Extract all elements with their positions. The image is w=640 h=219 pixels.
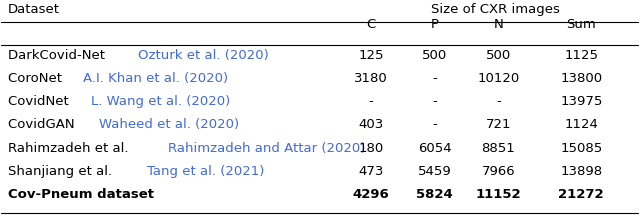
Text: 6054: 6054 <box>418 141 451 155</box>
Text: Rahimzadeh et al.: Rahimzadeh et al. <box>8 141 132 155</box>
Text: -: - <box>496 95 500 108</box>
Text: 403: 403 <box>358 118 383 131</box>
Text: 473: 473 <box>358 165 383 178</box>
Text: -: - <box>433 95 437 108</box>
Text: 5824: 5824 <box>417 188 453 201</box>
Text: L. Wang et al. (2020): L. Wang et al. (2020) <box>92 95 230 108</box>
Text: CovidNet: CovidNet <box>8 95 73 108</box>
Text: 15085: 15085 <box>560 141 602 155</box>
Text: -: - <box>433 72 437 85</box>
Text: Waheed et al. (2020): Waheed et al. (2020) <box>99 118 239 131</box>
Text: 11152: 11152 <box>476 188 521 201</box>
Text: 500: 500 <box>422 49 447 62</box>
Text: Sum: Sum <box>566 18 596 31</box>
Text: 8851: 8851 <box>481 141 515 155</box>
Text: -: - <box>369 95 373 108</box>
Text: 10120: 10120 <box>477 72 520 85</box>
Text: 13975: 13975 <box>560 95 602 108</box>
Text: P: P <box>431 18 438 31</box>
Text: 7966: 7966 <box>482 165 515 178</box>
Text: Rahimzadeh and Attar (2020): Rahimzadeh and Attar (2020) <box>168 141 365 155</box>
Text: Ozturk et al. (2020): Ozturk et al. (2020) <box>138 49 269 62</box>
Text: DarkCovid-Net: DarkCovid-Net <box>8 49 109 62</box>
Text: 125: 125 <box>358 49 384 62</box>
Text: Cov-Pneum dataset: Cov-Pneum dataset <box>8 188 154 201</box>
Text: Size of CXR images: Size of CXR images <box>431 3 559 16</box>
Text: 1124: 1124 <box>564 118 598 131</box>
Text: -: - <box>433 118 437 131</box>
Text: CovidGAN: CovidGAN <box>8 118 79 131</box>
Text: 13898: 13898 <box>560 165 602 178</box>
Text: CoroNet: CoroNet <box>8 72 66 85</box>
Text: 1125: 1125 <box>564 49 598 62</box>
Text: 13800: 13800 <box>560 72 602 85</box>
Text: 180: 180 <box>358 141 383 155</box>
Text: 500: 500 <box>486 49 511 62</box>
Text: 5459: 5459 <box>418 165 452 178</box>
Text: Dataset: Dataset <box>8 3 60 16</box>
Text: 3180: 3180 <box>354 72 388 85</box>
Text: 4296: 4296 <box>353 188 389 201</box>
Text: Tang et al. (2021): Tang et al. (2021) <box>147 165 264 178</box>
Text: N: N <box>493 18 503 31</box>
Text: A.I. Khan et al. (2020): A.I. Khan et al. (2020) <box>83 72 228 85</box>
Text: Shanjiang et al.: Shanjiang et al. <box>8 165 116 178</box>
Text: C: C <box>366 18 376 31</box>
Text: 721: 721 <box>486 118 511 131</box>
Text: 21272: 21272 <box>559 188 604 201</box>
